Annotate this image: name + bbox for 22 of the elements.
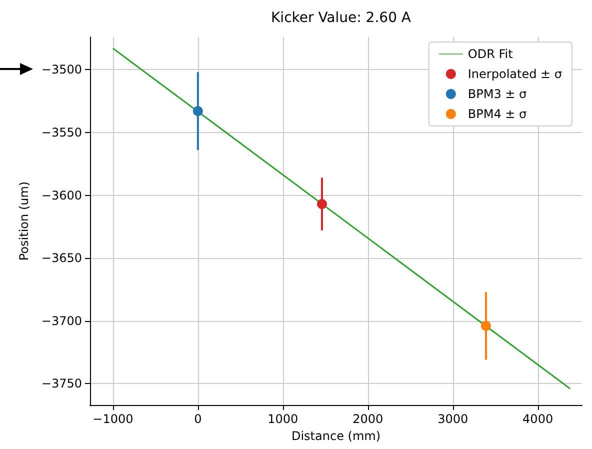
legend-label: ODR Fit [468, 47, 514, 61]
x-tick-label: 3000 [438, 412, 468, 426]
y-tick-label: −3600 [41, 188, 82, 202]
y-tick-label: −3500 [41, 62, 82, 77]
x-axis-title: Distance (mm) [291, 428, 381, 443]
y-tick-label: −3650 [41, 251, 82, 266]
x-tick-label: 2000 [352, 412, 384, 426]
chart-title: Kicker Value: 2.60 A [270, 10, 412, 26]
point [480, 320, 491, 331]
y-tick-label: −3700 [41, 314, 82, 328]
y-axis-title: Position (um) [17, 181, 31, 261]
y-tick-label: −3550 [41, 125, 82, 140]
y-tick-label: −3750 [41, 376, 82, 391]
point [316, 199, 327, 210]
x-tick-label: 4000 [522, 412, 554, 426]
x-tick-label: 0 [194, 412, 202, 426]
x-tick-label: −1000 [92, 412, 134, 426]
x-tick-label: 1000 [268, 412, 298, 426]
legend-label: BPM3 ± σ [468, 87, 528, 101]
legend-label: BPM4 ± σ [468, 107, 528, 121]
legend-label: Inerpolated ± σ [468, 67, 562, 81]
point [192, 106, 203, 116]
